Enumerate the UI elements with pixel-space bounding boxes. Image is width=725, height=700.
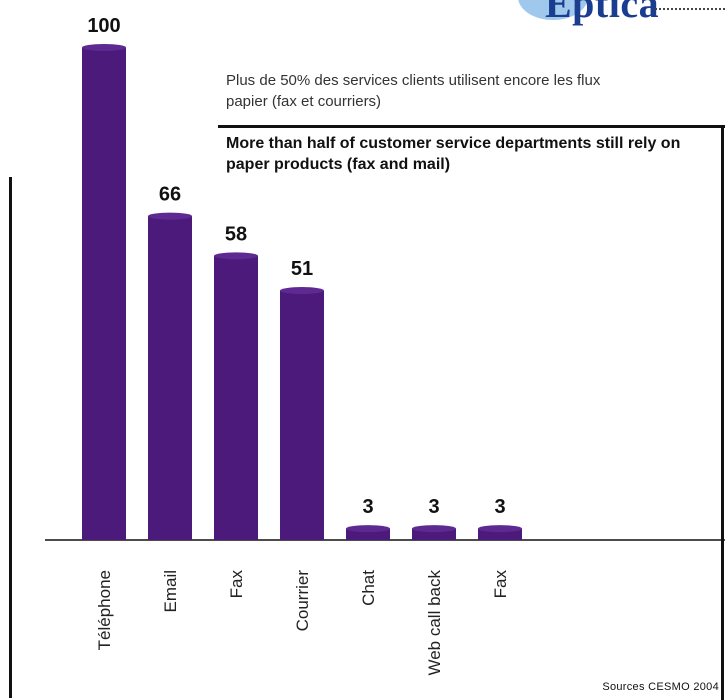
- category-label-0: Téléphone: [95, 570, 114, 650]
- category-label-4: Chat: [359, 570, 378, 606]
- category-label-1: Email: [161, 570, 180, 613]
- value-label-6: 3: [494, 496, 505, 518]
- bar-cap-5: [412, 525, 456, 533]
- bar-6: [478, 528, 522, 540]
- category-label-2: Fax: [227, 570, 246, 599]
- frame-right-rule: [721, 125, 724, 700]
- bar-4: [346, 528, 390, 540]
- bar-cap-0: [82, 44, 126, 51]
- frame-left-rule: [9, 177, 12, 698]
- value-label-0: 100: [87, 15, 120, 37]
- bar-1: [148, 216, 192, 540]
- value-label-5: 3: [428, 496, 439, 518]
- value-label-1: 66: [159, 184, 181, 206]
- bar-cap-4: [346, 525, 390, 533]
- bar-5: [412, 528, 456, 540]
- bar-cap-2: [214, 252, 258, 260]
- chart-title: More than half of customer service depar…: [226, 135, 681, 173]
- category-label-3: Courrier: [293, 570, 312, 632]
- bar-cap-6: [478, 525, 522, 533]
- value-label-2: 58: [225, 223, 247, 245]
- chart-subtitle-fr: Plus de 50% des services clients utilise…: [226, 72, 601, 110]
- frame-top-rule: [218, 125, 725, 128]
- bar-3: [280, 290, 324, 540]
- category-label-5: Web call back: [425, 570, 444, 676]
- logo-swoosh-icon: [518, 0, 588, 20]
- value-label-3: 51: [291, 258, 313, 280]
- value-label-4: 3: [362, 496, 373, 518]
- logo-dotted-rule: [655, 8, 725, 10]
- bar-0: [82, 47, 126, 540]
- bar-2: [214, 255, 258, 540]
- bar-cap-1: [148, 212, 192, 220]
- source-note: Sources CESMO 2004: [602, 681, 719, 693]
- bar-cap-3: [280, 287, 324, 295]
- logo-text: Eptica: [545, 0, 660, 26]
- category-label-6: Fax: [491, 570, 510, 599]
